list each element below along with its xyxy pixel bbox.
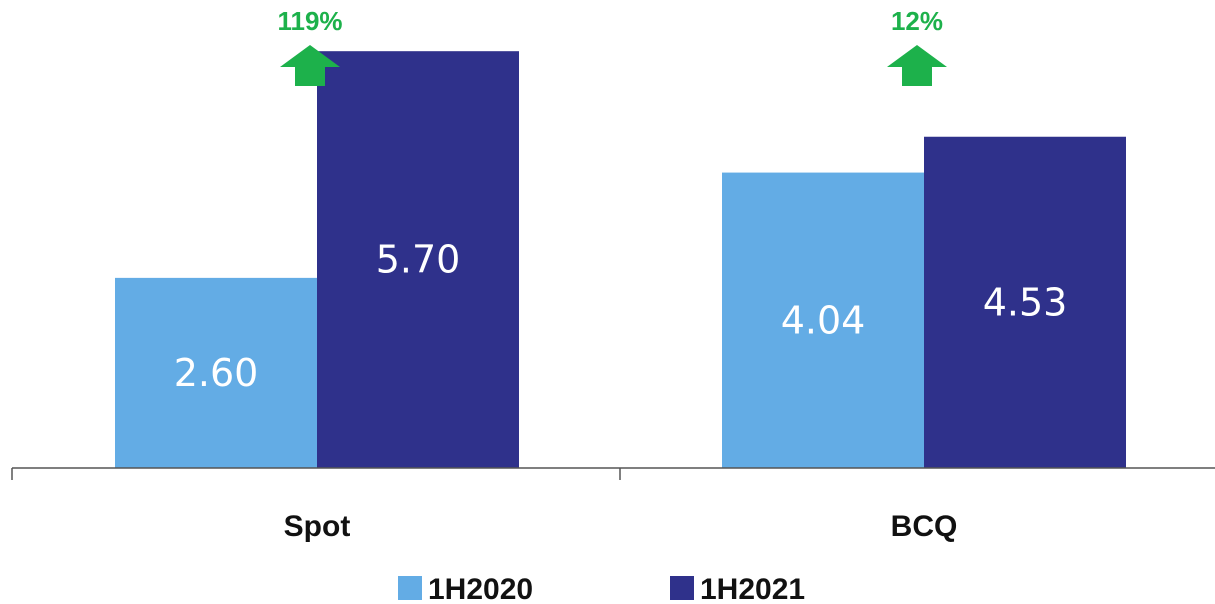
bar-1H2020-BCQ: [722, 172, 924, 468]
bar-value-label: 4.53: [983, 280, 1068, 324]
bar-value-label: 2.60: [174, 351, 259, 395]
bar-labels-layer: 2.60 5.70 4.04 4.53: [174, 238, 1068, 395]
legend-swatch-1H2021: [670, 576, 694, 600]
arrow-up-icon: [280, 45, 340, 86]
change-percent-label: 119%: [277, 6, 342, 36]
legend-label: 1H2021: [700, 573, 805, 604]
bar-value-label: 4.04: [781, 298, 866, 342]
legend-swatch-1H2020: [398, 576, 422, 600]
bar-1H2021-Spot: [317, 51, 519, 468]
category-label: BCQ: [891, 510, 958, 543]
legend-label: 1H2020: [428, 573, 533, 604]
category-label: Spot: [284, 510, 351, 543]
bar-1H2020-Spot: [115, 277, 317, 468]
legend: 1H2020 1H2021: [398, 573, 805, 604]
change-indicators-layer: 119% 12%: [277, 6, 947, 86]
category-labels-layer: Spot BCQ: [284, 510, 958, 543]
change-percent-label: 12%: [891, 6, 943, 36]
x-axis: [11, 467, 1215, 480]
bar-1H2021-BCQ: [924, 136, 1126, 468]
bar-value-label: 5.70: [376, 238, 461, 282]
arrow-up-icon: [887, 45, 947, 86]
bars-layer: [115, 51, 1126, 468]
